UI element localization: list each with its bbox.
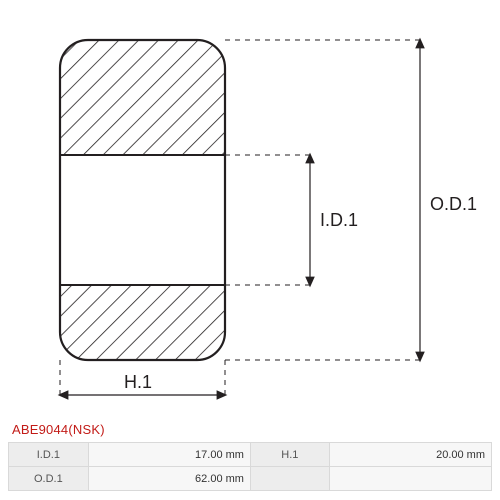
spec-table: I.D.1 17.00 mm H.1 20.00 mm O.D.1 62.00 … [8, 442, 492, 491]
dim-label-h: H.1 [124, 372, 152, 392]
part-number: ABE9044(NSK) [12, 422, 105, 437]
spec-value: 62.00 mm [88, 467, 250, 491]
spec-key: I.D.1 [9, 443, 89, 467]
spec-value: 17.00 mm [88, 443, 250, 467]
table-row: O.D.1 62.00 mm [9, 467, 492, 491]
spec-value: 20.00 mm [329, 443, 491, 467]
dim-label-od: O.D.1 [430, 194, 477, 214]
dim-label-id: I.D.1 [320, 210, 358, 230]
hatched-races [55, 35, 230, 365]
table-row: I.D.1 17.00 mm H.1 20.00 mm [9, 443, 492, 467]
spec-key [250, 467, 329, 491]
bearing-section-diagram: O.D.1 I.D.1 H.1 [0, 0, 500, 420]
spec-key: H.1 [250, 443, 329, 467]
spec-value [329, 467, 491, 491]
spec-key: O.D.1 [9, 467, 89, 491]
